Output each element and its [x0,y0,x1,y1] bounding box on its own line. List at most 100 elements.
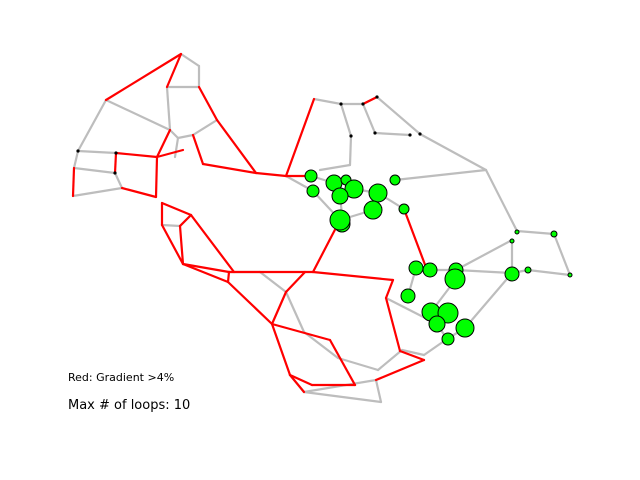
steep-road-edge [284,97,316,178]
steep-road-edge [311,270,395,282]
loop-nodes [304,169,573,346]
road-edge [418,132,488,172]
junction-dot [76,149,80,153]
junction-dot [361,102,365,106]
steep-road-edge [361,95,379,106]
steep-road-edge [270,322,292,377]
junction-dot [418,132,422,136]
gradient-legend-label: Red: Gradient >4% [68,371,175,384]
junction-dot [375,95,379,99]
steep-road-edge [155,128,172,159]
steep-road-edge [191,133,205,166]
loop-node [422,262,438,278]
road-edge [302,330,340,360]
road-edge [312,97,343,106]
road-edge [552,232,572,277]
junction-dot [339,102,343,106]
road-edge [173,136,180,159]
steep-road-edge [113,151,118,175]
loop-node [455,318,475,338]
steep-road-edge [226,280,274,326]
junction-dot [114,151,118,155]
road-edge [336,356,380,372]
steep-road-edge [215,118,258,175]
junction-dots [76,95,422,175]
loop-node [550,230,558,238]
loop-node [408,260,424,276]
road-edge [348,134,353,167]
loop-node [567,272,573,278]
steep-road-edge [288,373,306,394]
loop-node [524,266,532,274]
steep-road-edge [120,186,158,199]
normal-road-edges [71,52,572,404]
loop-node [400,288,416,304]
road-edge [302,390,383,404]
loop-node [514,229,520,235]
steep-road-edge [284,270,307,294]
steep-road-edge [160,201,193,217]
steep-road-edge [189,213,236,274]
loop-node [504,266,520,282]
road-edge [258,270,288,294]
steep-road-edge [374,358,426,382]
steep-road-edge [398,349,426,362]
loop-node [329,209,351,231]
road-edge [72,166,117,175]
road-edge [168,128,180,140]
road-edge [76,98,108,153]
steep-road-edge [71,166,76,198]
steep-road-edge [178,224,185,266]
loop-node [444,268,466,290]
road-edge [361,102,377,135]
steep-road-edge [197,85,219,122]
road-edge [191,118,219,137]
road-edge [179,52,201,68]
road-edge [454,238,514,272]
road-edge [400,348,426,357]
loop-node [368,183,388,203]
loop-node [331,187,349,205]
road-edge [318,163,352,172]
road-edge [176,133,195,140]
steep-road-edge [384,296,402,353]
road-edge [393,168,488,182]
loop-node [306,184,320,198]
steep-road-edge [384,278,395,300]
loop-node [389,174,401,186]
road-edge [373,131,412,137]
steep-road-edge [114,151,159,159]
steep-road-edge [226,270,231,284]
junction-dot [373,131,377,135]
steep-road-edge [104,52,183,102]
road-edge [104,98,172,132]
road-edge [71,186,124,198]
steep-gradient-edges [71,52,429,394]
road-edge [463,271,514,330]
steep-road-edge [155,148,185,159]
road-edge [374,378,383,404]
max-loops-label: Max # of loops: 10 [68,398,191,413]
steep-road-edge [181,262,230,284]
steep-road-edge [270,322,332,342]
junction-dot [113,171,117,175]
road-edge [526,268,572,277]
loop-node [428,315,446,333]
loop-node [304,169,318,183]
loop-node [441,332,455,346]
steep-road-edge [328,338,357,387]
steep-road-edge [254,171,288,178]
road-edge [484,168,519,233]
steep-road-edge [270,290,288,326]
junction-dot [349,134,353,138]
loop-node [363,200,383,220]
road-edge [375,95,422,136]
road-edge [113,171,124,190]
road-edge [515,229,556,236]
road-edge [339,102,353,138]
loop-node [344,179,364,199]
steep-road-edge [165,52,183,89]
junction-dot [408,133,412,137]
steep-road-edge [288,373,314,387]
